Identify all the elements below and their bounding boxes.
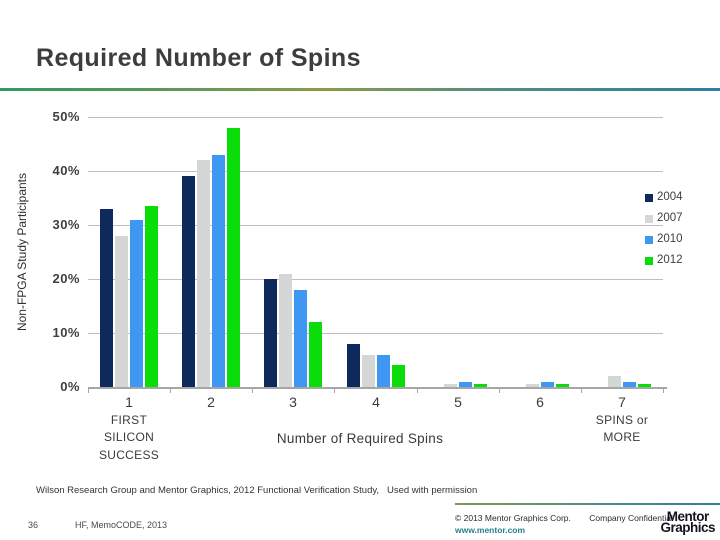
legend-label-2004: 2004 xyxy=(657,191,683,203)
gridline xyxy=(88,171,663,172)
bar-2012-spin5 xyxy=(474,384,487,387)
y-tick-label: 50% xyxy=(52,109,80,124)
bar-2007-spin5 xyxy=(444,384,457,387)
header-divider xyxy=(0,88,720,91)
x-category-label: 4 xyxy=(372,394,380,410)
x-category-label: 7 xyxy=(618,394,626,410)
x-tick-mark xyxy=(663,387,664,393)
page-number: 36 xyxy=(28,520,39,530)
x-tick-mark xyxy=(88,387,89,393)
confidential-text: Company Confidential xyxy=(589,513,673,523)
bar-2012-spin3 xyxy=(309,322,322,387)
x-category-label: 3 xyxy=(289,394,297,410)
bar-2010-spin6 xyxy=(541,382,554,387)
legend-swatch-2007 xyxy=(645,215,653,223)
x-tick-mark xyxy=(581,387,582,393)
x-tick-mark xyxy=(499,387,500,393)
y-tick-label: 20% xyxy=(52,271,80,286)
x-category-sublabel: FIRST SILICON SUCCESS xyxy=(98,413,160,462)
bar-2012-spin6 xyxy=(556,384,569,387)
legend-label-2010: 2010 xyxy=(657,233,683,245)
x-axis-line xyxy=(88,387,667,389)
x-tick-mark xyxy=(334,387,335,393)
copyright-line: © 2013 Mentor Graphics Corp. Company Con… xyxy=(455,513,673,523)
x-tick-mark xyxy=(170,387,171,393)
x-tick-mark xyxy=(417,387,418,393)
bar-2012-spin4 xyxy=(392,365,405,387)
footer-divider xyxy=(455,503,720,505)
legend-swatch-2012 xyxy=(645,257,653,265)
y-tick-label: 40% xyxy=(52,163,80,178)
x-tick-mark xyxy=(252,387,253,393)
bar-2012-spin2 xyxy=(227,128,240,387)
copyright-text: © 2013 Mentor Graphics Corp. xyxy=(455,513,571,523)
x-category-label: 6 xyxy=(536,394,544,410)
bar-2012-spin1 xyxy=(145,206,158,387)
y-tick-label: 0% xyxy=(60,379,80,394)
x-category-label: 1 xyxy=(125,394,133,410)
bar-2004-spin1 xyxy=(100,209,113,387)
legend-swatch-2004 xyxy=(645,194,653,202)
logo-line-1: Mentor xyxy=(666,509,709,524)
legend-label-2007: 2007 xyxy=(657,212,683,224)
bar-2007-spin2 xyxy=(197,160,210,387)
bar-2010-spin3 xyxy=(294,290,307,387)
bar-2010-spin5 xyxy=(459,382,472,387)
bar-2004-spin2 xyxy=(182,176,195,387)
slide-title: Required Number of Spins xyxy=(36,44,361,72)
gridline xyxy=(88,279,663,280)
bar-2004-spin4 xyxy=(347,344,360,387)
bar-2004-spin3 xyxy=(264,279,277,387)
x-category-label: 5 xyxy=(454,394,462,410)
bar-2007-spin4 xyxy=(362,355,375,387)
bar-2007-spin3 xyxy=(279,274,292,387)
website-text: www.mentor.com xyxy=(455,525,526,535)
legend-swatch-2010 xyxy=(645,236,653,244)
x-category-label: 2 xyxy=(207,394,215,410)
gridline xyxy=(88,117,663,118)
x-axis-title: Number of Required Spins xyxy=(276,431,444,446)
bar-2012-spin7 xyxy=(638,384,651,387)
legend-label-2012: 2012 xyxy=(657,254,683,266)
bar-2007-spin1 xyxy=(115,236,128,387)
bar-2007-spin6 xyxy=(526,384,539,387)
x-category-sublabel: SPINS or MORE xyxy=(595,413,649,445)
bar-2010-spin4 xyxy=(377,355,390,387)
bar-2010-spin1 xyxy=(130,220,143,387)
gridline xyxy=(88,333,663,334)
bar-2010-spin7 xyxy=(623,382,636,387)
logo-line-2: Graphics xyxy=(660,520,715,536)
y-tick-label: 30% xyxy=(52,217,80,232)
mentor-graphics-logo: Mentor Graphics xyxy=(660,509,715,536)
source-footnote: Wilson Research Group and Mentor Graphic… xyxy=(36,485,478,496)
y-tick-label: 10% xyxy=(52,325,80,340)
footer-reference: HF, MemoCODE, 2013 xyxy=(75,520,168,530)
bar-2010-spin2 xyxy=(212,155,225,387)
gridline xyxy=(88,225,663,226)
bar-2007-spin7 xyxy=(608,376,621,387)
